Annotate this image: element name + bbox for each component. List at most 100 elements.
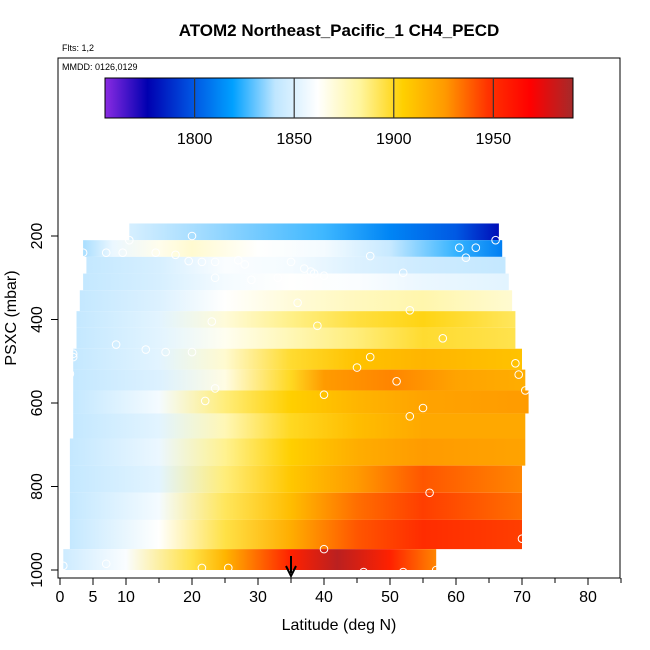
sample-point — [461, 253, 471, 263]
sample-point — [511, 359, 520, 368]
sample-point — [111, 340, 121, 349]
sample-point — [491, 235, 500, 245]
sample-point — [319, 390, 329, 399]
x-tick-label: 0 — [56, 589, 65, 606]
y-axis: 200 400 600 800 1000 — [29, 223, 58, 588]
sample-point — [184, 256, 193, 266]
heatmap-band — [73, 390, 529, 414]
sample-point — [286, 257, 296, 267]
sample-point — [68, 349, 78, 359]
sample-point — [240, 260, 250, 269]
colorbar-tick-label: 1900 — [376, 131, 412, 148]
sample-point — [431, 565, 441, 575]
sample-point — [398, 268, 408, 278]
heatmap-band — [63, 549, 437, 570]
sample-point — [359, 567, 368, 577]
y-tick-label: 800 — [29, 473, 46, 500]
y-tick-label: 400 — [29, 306, 46, 333]
sample-point — [141, 345, 151, 354]
sample-point — [309, 269, 319, 278]
x-tick-label: 5 — [89, 589, 98, 606]
heatmap-band — [76, 311, 516, 328]
heatmap-band — [83, 273, 509, 291]
sample-point — [171, 250, 180, 260]
sample-point — [293, 298, 302, 308]
heatmap-band — [129, 223, 499, 241]
sample-point — [207, 317, 217, 326]
sample-point — [210, 257, 220, 267]
sample-point — [78, 248, 88, 257]
heatmap-band — [69, 492, 523, 520]
y-tick-label: 200 — [29, 223, 46, 250]
sample-point — [187, 231, 197, 241]
x-tick-label: 50 — [381, 589, 399, 606]
sample-point — [471, 243, 481, 252]
y-tick-label: 600 — [29, 390, 46, 417]
dates-label: MMDD: 0126,0129 — [62, 62, 138, 72]
sample-point — [313, 321, 322, 331]
sample-point — [392, 376, 401, 386]
sample-points — [59, 231, 530, 577]
sample-point — [161, 347, 170, 357]
plot-frame — [57, 57, 621, 579]
x-tick-label: 10 — [117, 589, 135, 606]
y-axis-label: PSXC (mbar) — [3, 270, 20, 365]
heatmap-band — [83, 240, 503, 257]
colorbar-tick-label: 1800 — [177, 131, 213, 148]
y-tick-label: 1000 — [29, 552, 46, 588]
sample-point — [197, 257, 207, 267]
sample-point — [514, 370, 524, 379]
sample-point — [521, 386, 530, 395]
heatmap-band — [69, 465, 523, 493]
sample-point — [247, 275, 256, 285]
sample-point — [187, 347, 197, 357]
x-tick-label: 60 — [447, 589, 465, 606]
flights-label: Flts: 1,2 — [62, 43, 94, 53]
sample-point — [101, 248, 111, 257]
sample-point — [418, 403, 428, 413]
x-tick-label: 40 — [315, 589, 333, 606]
sample-point — [273, 273, 283, 283]
x-tick-label: 70 — [513, 589, 531, 606]
sample-point — [319, 544, 329, 554]
sample-point — [438, 333, 448, 343]
sample-point — [125, 235, 134, 245]
heatmap-band — [76, 327, 516, 349]
colorbar-tick-label: 1850 — [276, 131, 312, 148]
marker-arrow-head — [285, 565, 297, 579]
sample-point — [210, 384, 220, 393]
x-tick-label: 30 — [249, 589, 267, 606]
sample-point — [224, 563, 233, 573]
x-axis: 0 5 10 20 30 40 50 60 70 80 — [56, 578, 622, 606]
sample-point — [365, 251, 375, 261]
sample-point — [210, 273, 220, 283]
heatmap-band — [69, 519, 523, 550]
sample-point — [425, 488, 434, 498]
x-tick-label: 20 — [183, 589, 201, 606]
sample-point — [101, 559, 111, 569]
sample-point — [352, 363, 362, 372]
latitude-marker — [285, 556, 297, 579]
sample-point — [319, 271, 329, 280]
sample-point — [197, 563, 207, 573]
sample-point — [455, 243, 464, 252]
sample-point — [151, 248, 160, 257]
sample-point — [405, 412, 415, 421]
sample-point — [65, 369, 75, 379]
heatmap-bands — [63, 223, 529, 570]
heatmap-band — [73, 348, 522, 370]
sample-point — [118, 248, 127, 257]
x-tick-label: 80 — [579, 589, 597, 606]
sample-point — [68, 352, 78, 362]
chart-title: ATOM2 Northeast_Pacific_1 CH4_PECD — [179, 21, 500, 40]
colorbar-gradient — [104, 77, 574, 119]
sample-point — [405, 306, 415, 315]
sample-point — [398, 567, 408, 577]
sample-point — [365, 352, 375, 362]
x-axis-label: Latitude (deg N) — [282, 617, 397, 634]
sample-point — [200, 396, 210, 406]
heatmap-band — [73, 369, 526, 391]
colorbar: 1800 1850 1900 1950 — [104, 77, 574, 148]
sample-point — [517, 534, 527, 543]
